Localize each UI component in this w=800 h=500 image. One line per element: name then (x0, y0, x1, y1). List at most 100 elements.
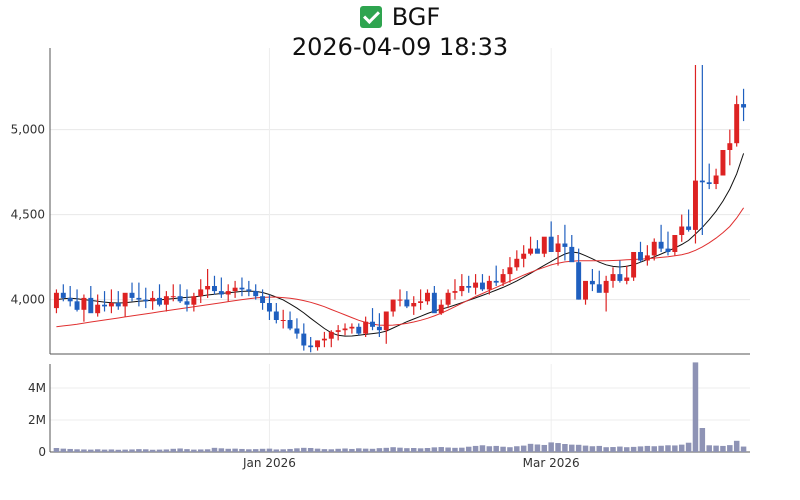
volume-bar (53, 448, 60, 452)
volume-y-tick-label: 4M (28, 381, 46, 395)
volume-bar (651, 446, 657, 452)
candle-body (143, 299, 149, 302)
candle-body (328, 331, 334, 339)
candle-body (665, 248, 671, 252)
volume-bar (60, 448, 67, 452)
candle-body (397, 299, 403, 301)
candle-body (411, 303, 417, 307)
volume-bar (685, 442, 692, 452)
volume-bar (156, 449, 163, 452)
candle-body (191, 296, 197, 305)
candle-body (589, 280, 595, 285)
candle-body (136, 297, 142, 300)
candle-body (108, 303, 114, 307)
volume-bar (733, 440, 740, 452)
volume-bar (617, 446, 623, 452)
volume-bar (390, 447, 396, 452)
volume-bar (197, 449, 204, 452)
candle-body (60, 292, 66, 298)
volume-bar (383, 447, 390, 452)
volume-bar (314, 448, 321, 452)
candle-body (644, 255, 650, 261)
volume-bar (88, 449, 94, 452)
volume-y-tick-label: 2M (28, 413, 46, 427)
volume-bar (294, 448, 300, 452)
candle-body (232, 287, 238, 292)
chart-title: BGF (0, 2, 800, 32)
price-y-tick-label: 4,500 (11, 208, 45, 222)
candle-body (53, 292, 59, 309)
volume-y-tick-label: 0 (38, 445, 46, 459)
candle-body (603, 280, 609, 293)
volume-bar (136, 449, 142, 452)
candle-body (459, 286, 465, 292)
volume-bar (81, 449, 87, 452)
candle-body (631, 252, 637, 278)
volume-bar (438, 447, 444, 452)
volume-bar (569, 444, 575, 452)
volume-bar (459, 447, 465, 452)
candle-body (170, 296, 176, 298)
volume-bar (149, 449, 156, 452)
volume-bar (410, 448, 417, 452)
candle-body (658, 241, 664, 249)
volume-bar (246, 449, 252, 452)
candle-body (500, 274, 506, 283)
volume-bar (596, 445, 603, 452)
candle-body (418, 301, 424, 303)
candle-body (260, 296, 266, 303)
volume-bar (486, 446, 493, 452)
candle-body (315, 340, 321, 348)
x-tick-label: Mar 2026 (523, 456, 580, 470)
candle-body (610, 274, 616, 281)
candle-body (452, 291, 458, 293)
candle-body (157, 297, 162, 305)
candle-body (713, 175, 719, 184)
volume-bar (74, 449, 80, 452)
volume-bar (658, 445, 664, 452)
candle-body (521, 253, 527, 259)
volume-bar (589, 446, 596, 452)
candle-body (246, 289, 252, 292)
check-mark-icon (359, 6, 382, 28)
candle-body (301, 333, 307, 346)
volume-bar (321, 449, 328, 452)
candle-body (562, 243, 568, 247)
candle-body (342, 328, 348, 331)
candle-body (404, 299, 410, 307)
candle-body (198, 289, 204, 297)
chart-title-block: BGF 2026-04-09 18:33 (0, 0, 800, 62)
candle-body (692, 180, 698, 230)
volume-bar (637, 446, 644, 452)
volume-bar (541, 444, 548, 452)
candle-body (294, 328, 300, 334)
volume-bar (225, 448, 231, 452)
candle-body (720, 150, 726, 176)
volume-bar (342, 448, 348, 452)
volume-bar (582, 445, 589, 452)
candle-body (734, 104, 740, 144)
candle-body (74, 301, 80, 310)
candle-body (514, 258, 520, 268)
x-tick-label: Jan 2026 (242, 456, 296, 470)
candle-body (686, 226, 692, 230)
candle-body (383, 311, 389, 331)
volume-bar (727, 445, 733, 452)
candle-body (555, 243, 561, 252)
volume-bar (424, 448, 431, 452)
volume-bar (143, 449, 149, 452)
candle-body (370, 321, 375, 327)
candle-body (493, 280, 499, 283)
candle-body (583, 280, 588, 300)
volume-bar (239, 448, 245, 452)
volume-bar (417, 448, 424, 452)
volume-bar (562, 444, 568, 452)
candle-body (486, 280, 492, 290)
volume-bar (397, 447, 403, 452)
volume-bar (500, 446, 506, 452)
volume-bar (472, 445, 479, 452)
candle-body (129, 292, 135, 298)
volume-bar (404, 448, 410, 452)
volume-bar (122, 449, 128, 452)
candle-body (672, 235, 678, 252)
